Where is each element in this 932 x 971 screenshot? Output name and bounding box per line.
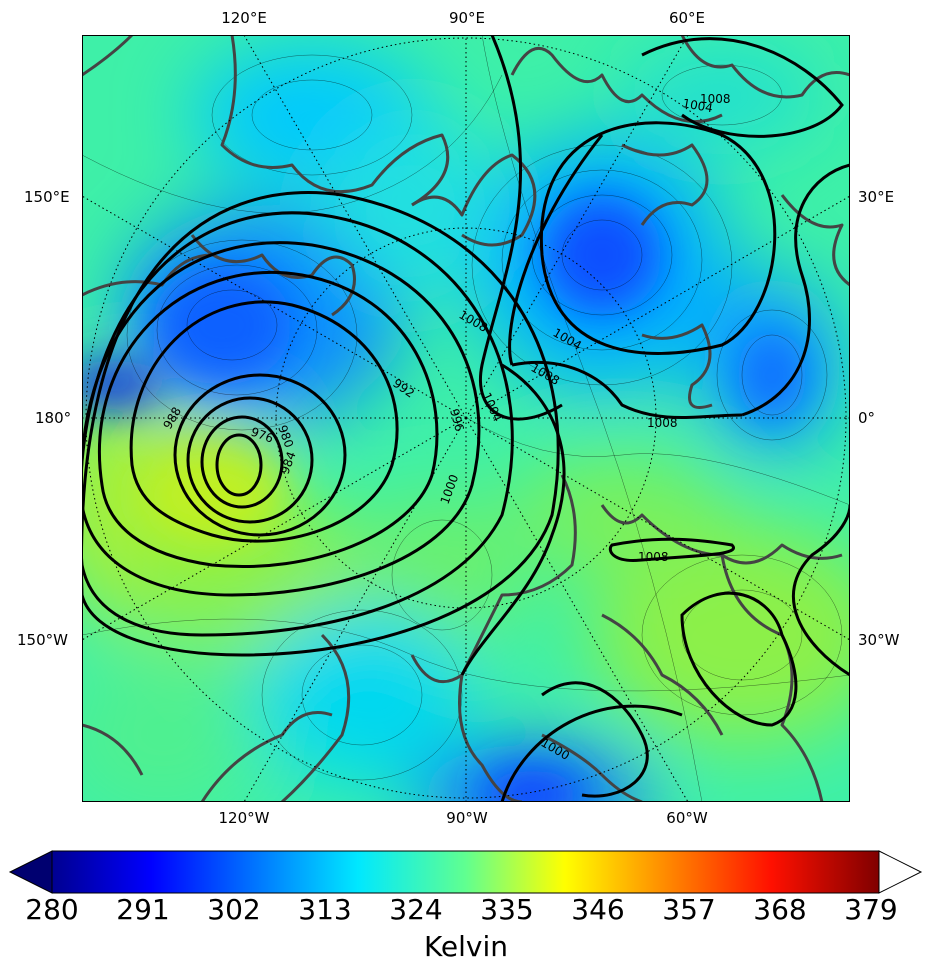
isobar-label: 1008 (638, 550, 669, 564)
map-panel: 976 980 984 988 992 996 1000 1004 1008 1… (82, 35, 850, 802)
colorbar-tick: 302 (207, 893, 261, 926)
lon-label-left: 180° (35, 409, 72, 427)
map-frame (82, 35, 850, 802)
lon-label-top: 60°E (668, 9, 706, 27)
lon-label-right: 30°E (858, 188, 895, 206)
lon-label-bottom: 90°W (446, 809, 488, 827)
colorbar-min-arrow (8, 850, 53, 894)
coastlines (82, 35, 850, 802)
map-canvas: 976 980 984 988 992 996 1000 1004 1008 1… (82, 35, 850, 802)
colorbar-tick: 324 (389, 893, 443, 926)
colorbar-max-arrow (878, 850, 923, 894)
lon-label-right: 30°W (858, 631, 900, 649)
isobar-label: 1008 (700, 92, 731, 106)
colorbar-tick: 379 (844, 893, 898, 926)
colorbar-gradient (51, 850, 880, 894)
lon-label-bottom: 60°W (666, 809, 708, 827)
colorbar-tick: 280 (25, 893, 79, 926)
isobar-label: 1008 (647, 416, 678, 430)
isobar-label: 1004 (681, 96, 714, 115)
colorbar-tick: 346 (571, 893, 625, 926)
lon-label-left: 150°E (24, 188, 70, 206)
lon-label-right: 0° (858, 409, 876, 427)
lon-label-left: 150°W (17, 631, 68, 649)
isobars (82, 35, 850, 802)
colorbar-tick: 335 (480, 893, 534, 926)
colorbar-tick: 368 (753, 893, 807, 926)
lon-label-bottom: 120°W (218, 809, 270, 827)
colorbar-tick: 313 (298, 893, 352, 926)
colorbar (8, 850, 923, 894)
lon-label-top: 120°E (221, 9, 267, 27)
lon-label-top: 90°E (448, 9, 486, 27)
colorbar-tick: 357 (662, 893, 716, 926)
colorbar-units-label: Kelvin (423, 930, 509, 963)
isobar-label: 996 (447, 407, 466, 433)
colorbar-tick: 291 (116, 893, 170, 926)
